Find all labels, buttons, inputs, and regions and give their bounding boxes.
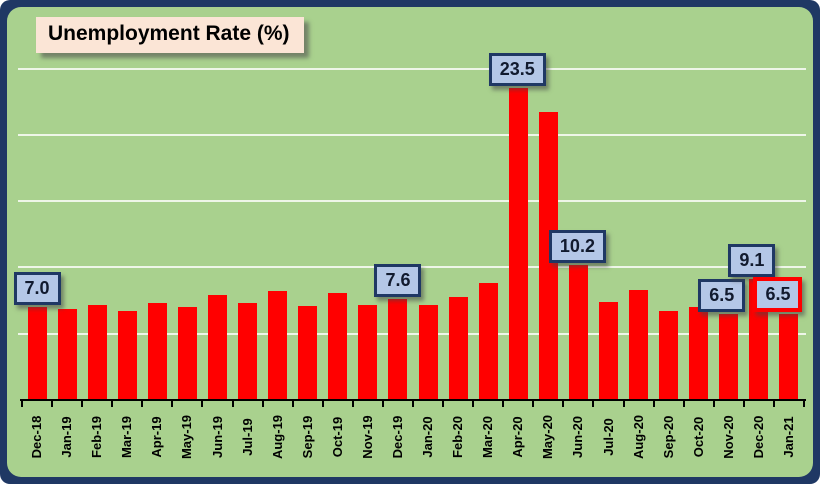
x-axis-tick: [472, 401, 475, 407]
bar-Nov-20: [719, 313, 739, 400]
x-axis-tick: [381, 401, 384, 407]
bar-Jun-19: [208, 295, 227, 400]
bar-Jan-19: [57, 308, 77, 400]
gridline-20: [18, 133, 806, 136]
bar-Jan-20: [418, 304, 438, 400]
bar-Aug-19: [268, 291, 288, 400]
x-axis-tick: [742, 401, 745, 407]
x-axis-label-May-19: May-19: [179, 414, 195, 460]
x-axis-label-Aug-20: Aug-20: [630, 414, 646, 460]
bar-Dec-19: [388, 299, 408, 400]
x-axis-tick: [562, 401, 565, 407]
gridline-25: [18, 67, 806, 70]
x-axis-tick: [141, 401, 144, 407]
x-axis-tick: [51, 401, 54, 407]
x-axis-tick: [442, 401, 445, 407]
x-axis-tick: [532, 401, 535, 407]
x-axis-label-Dec-20: Dec-20: [750, 415, 766, 459]
x-axis-tick: [291, 401, 294, 407]
x-axis-label-Apr-19: Apr-19: [149, 416, 165, 458]
bar-Jun-20: [568, 264, 588, 400]
x-axis-tick: [803, 401, 805, 407]
x-axis-tick: [261, 401, 264, 407]
bar-Sep-20: [659, 311, 679, 400]
x-axis-label-Oct-20: Oct-20: [690, 416, 706, 458]
x-axis-label-Feb-20: Feb-20: [450, 416, 466, 458]
x-axis-tick: [772, 401, 775, 407]
bar-Aug-20: [629, 289, 649, 400]
x-axis-label-Nov-20: Nov-20: [720, 415, 736, 459]
x-axis-label-Mar-19: Mar-19: [119, 416, 135, 458]
x-axis-label-Apr-20: Apr-20: [510, 416, 526, 458]
bar-Mar-19: [117, 311, 137, 400]
chart-title: Unemployment Rate (%): [36, 17, 304, 53]
x-axis-tick: [592, 401, 595, 407]
bar-Jan-21: [779, 313, 799, 400]
x-axis-label-Jan-20: Jan-20: [420, 416, 436, 458]
x-axis-label-Jan-19: Jan-19: [59, 416, 75, 458]
data-label-Jun-20: 10.2: [548, 229, 606, 263]
chart-panel: [7, 7, 813, 477]
data-label-Nov-20: 6.5: [698, 278, 746, 312]
x-axis-label-Sep-20: Sep-20: [660, 415, 676, 459]
x-axis-line: [20, 399, 806, 401]
x-axis-tick: [652, 401, 655, 407]
data-label-Jan-21: 6.5: [753, 276, 803, 312]
x-axis-tick: [321, 401, 324, 407]
x-axis-tick: [412, 401, 414, 407]
x-axis-tick: [712, 401, 715, 407]
x-axis-tick: [81, 401, 84, 407]
x-axis-tick: [171, 401, 174, 407]
bar-Apr-20: [508, 88, 528, 400]
x-axis-label-Sep-19: Sep-19: [299, 415, 315, 459]
x-axis-tick: [201, 401, 204, 407]
bar-Feb-20: [448, 296, 468, 400]
x-axis-label-Jun-19: Jun-19: [209, 416, 225, 458]
x-axis-label-Nov-19: Nov-19: [359, 415, 375, 459]
x-axis-tick: [351, 401, 354, 407]
bar-Apr-19: [147, 303, 167, 400]
bar-Sep-19: [298, 305, 318, 400]
x-axis-label-Jun-20: Jun-20: [570, 416, 586, 458]
bar-Dec-18: [27, 307, 47, 400]
x-axis-label-Dec-18: Dec-18: [29, 415, 45, 459]
bar-Mar-20: [478, 283, 498, 400]
bar-Jul-20: [599, 301, 618, 400]
bar-Oct-20: [689, 307, 709, 400]
bar-Oct-19: [328, 292, 348, 400]
x-axis-tick: [502, 401, 505, 407]
x-axis-label-Mar-20: Mar-20: [480, 416, 496, 458]
x-axis-label-Jul-20: Jul-20: [600, 418, 616, 456]
x-axis-tick: [111, 401, 114, 407]
x-axis-label-May-20: May-20: [540, 414, 556, 460]
x-axis-label-Jul-19: Jul-19: [239, 418, 255, 456]
data-label-Dec-18: 7.0: [13, 272, 61, 306]
bar-Jul-19: [238, 303, 258, 400]
data-label-Dec-19: 7.6: [374, 264, 422, 298]
x-axis-tick: [231, 401, 234, 407]
x-axis-label-Aug-19: Aug-19: [269, 414, 285, 460]
data-label-Dec-20: 9.1: [728, 244, 776, 278]
x-axis-label-Jan-21: Jan-21: [780, 416, 796, 458]
x-axis-tick: [21, 401, 23, 407]
x-axis-tick: [682, 401, 685, 407]
gridline-15: [18, 200, 806, 203]
x-axis-label-Dec-19: Dec-19: [389, 415, 405, 459]
bar-Feb-19: [87, 304, 107, 400]
x-axis-label-Feb-19: Feb-19: [89, 416, 105, 458]
bar-May-20: [538, 112, 558, 400]
gridline-5: [18, 332, 806, 335]
bar-May-19: [177, 307, 197, 400]
x-axis-label-Oct-19: Oct-19: [329, 416, 345, 458]
x-axis-tick: [622, 401, 625, 407]
data-label-Apr-20: 23.5: [488, 53, 546, 87]
bar-Nov-19: [358, 304, 378, 400]
